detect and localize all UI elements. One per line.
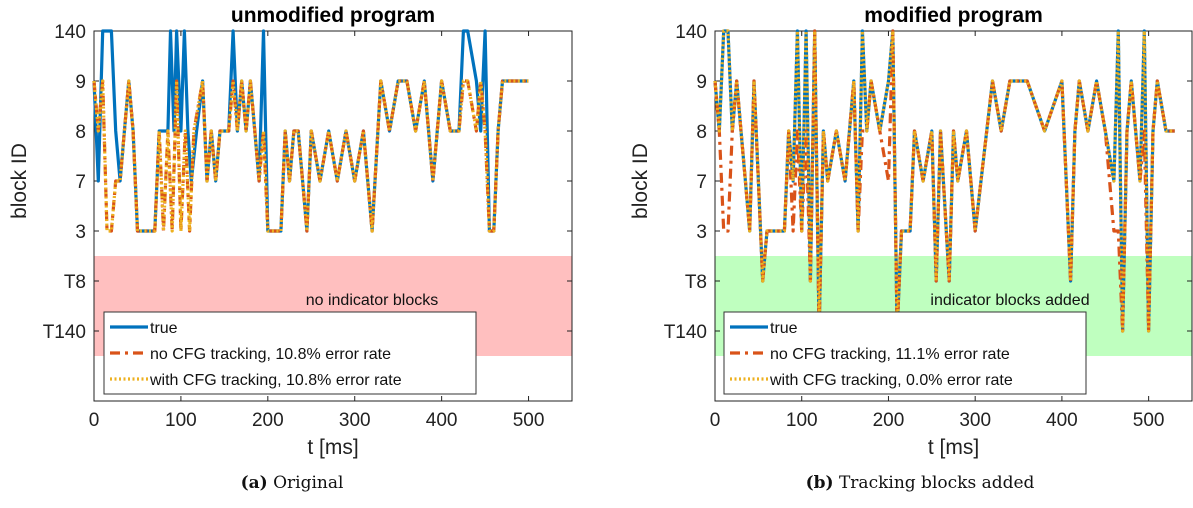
y-tick-label: T140 <box>664 322 707 343</box>
legend-entry: no CFG tracking, 11.1% error rate <box>770 346 1010 363</box>
x-tick-label: 200 <box>252 410 284 431</box>
y-tick-label: 140 <box>675 22 707 43</box>
y-tick-label: T8 <box>64 272 86 293</box>
legend-entry: true <box>770 320 798 337</box>
x-axis-label: t [ms] <box>307 436 358 459</box>
caption-label: (b) <box>806 473 834 493</box>
y-tick-label: T140 <box>43 322 86 343</box>
x-tick-label: 500 <box>513 410 545 431</box>
y-tick-label: 9 <box>75 72 86 93</box>
x-tick-label: 500 <box>1133 410 1165 431</box>
figure-caption: (b) Tracking blocks added <box>806 473 1035 493</box>
caption-label: (a) <box>241 473 268 493</box>
legend-box <box>103 311 477 395</box>
x-tick-label: 100 <box>786 410 818 431</box>
series-line-3 <box>713 29 1175 333</box>
y-tick-label: 7 <box>696 172 707 193</box>
y-tick-label: 9 <box>696 72 707 93</box>
x-tick-label: 300 <box>959 410 991 431</box>
y-tick-label: T8 <box>685 272 707 293</box>
x-tick-label: 400 <box>1046 410 1078 431</box>
legend-entry: with CFG tracking, 10.8% error rate <box>149 372 402 389</box>
band-label: no indicator blocks <box>306 292 439 309</box>
legend-entry: true <box>150 320 178 337</box>
figure-caption: (a) Original <box>241 473 344 493</box>
y-axis-label: block ID <box>8 143 31 219</box>
caption-text: Tracking blocks added <box>834 473 1035 493</box>
y-tick-label: 8 <box>75 122 86 143</box>
x-tick-label: 200 <box>873 410 905 431</box>
band-label: indicator blocks added <box>930 292 1089 309</box>
y-tick-label: 3 <box>75 222 86 243</box>
chart-panel-1: T140 T8 3 7 8 9 140 0 100 200 300 400 500 no indicato… <box>8 4 573 493</box>
y-tick-label: 7 <box>75 172 86 193</box>
y-axis-label: block ID <box>629 143 652 219</box>
x-axis-label: t [ms] <box>928 436 979 459</box>
chart-title: modified program <box>864 4 1043 27</box>
axes-box <box>93 30 573 402</box>
x-tick-label: 0 <box>710 410 721 431</box>
y-tick-label: 3 <box>696 222 707 243</box>
chart-title: unmodified program <box>231 4 435 27</box>
legend-entry: with CFG tracking, 0.0% error rate <box>769 372 1013 389</box>
axes-box <box>714 30 1193 402</box>
legend-entry: no CFG tracking, 10.8% error rate <box>150 346 391 363</box>
chart-panel-2: T140 T8 3 7 8 9 140 0 100 200 300 400 500 indicator b… <box>629 4 1193 493</box>
x-tick-label: 400 <box>426 410 458 431</box>
caption-text: Original <box>268 473 344 493</box>
series-line-3 <box>92 79 529 233</box>
x-tick-label: 100 <box>165 410 197 431</box>
legend-box <box>723 311 1087 395</box>
y-tick-label: 8 <box>696 122 707 143</box>
series-line-2 <box>713 29 1175 333</box>
x-tick-label: 300 <box>339 410 371 431</box>
y-tick-label: 140 <box>54 22 86 43</box>
x-tick-label: 0 <box>89 410 100 431</box>
